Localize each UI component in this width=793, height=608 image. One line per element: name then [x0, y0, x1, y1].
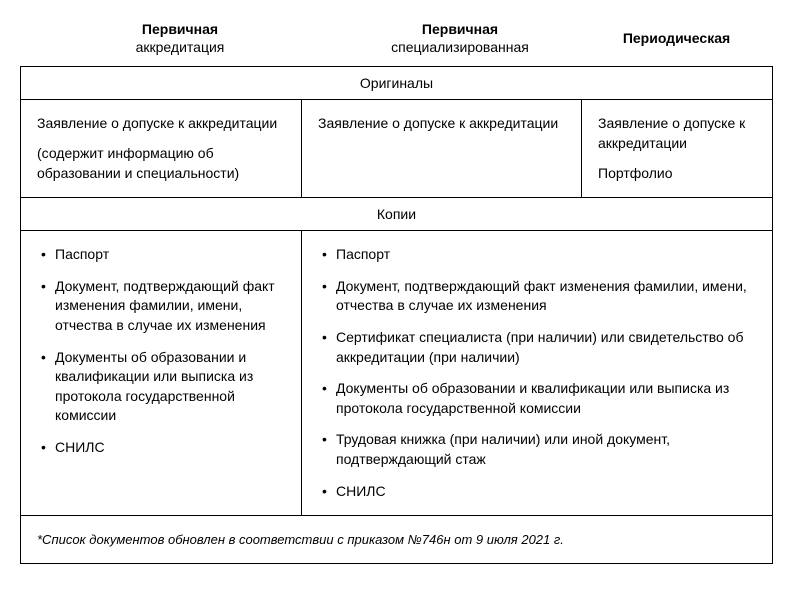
copies-list-2: Паспорт Документ, подтверждающий факт из…: [318, 245, 756, 501]
list-item: Сертификат специалиста (при наличии) или…: [318, 328, 756, 367]
list-item: Документы об образовании и квалификации …: [37, 348, 285, 426]
originals-cell-3: Заявление о допуске к аккредитации Портф…: [581, 100, 772, 197]
header-col-3-bold: Периодическая: [600, 29, 753, 47]
list-item: СНИЛС: [37, 438, 285, 458]
copies-cell-1: Паспорт Документ, подтверждающий факт из…: [21, 231, 301, 515]
originals-cell-2: Заявление о допуске к аккредитации: [301, 100, 581, 197]
copies-row: Паспорт Документ, подтверждающий факт из…: [21, 231, 772, 515]
header-col-2-normal: специализированная: [320, 38, 600, 56]
footnote-text: *Список документов обновлен в соответств…: [21, 515, 772, 563]
originals-c1-p1: Заявление о допуске к аккредитации: [37, 114, 285, 134]
table-header-row: Первичная аккредитация Первичная специал…: [20, 20, 773, 66]
copies-list-1: Паспорт Документ, подтверждающий факт из…: [37, 245, 285, 457]
copies-cell-2: Паспорт Документ, подтверждающий факт из…: [301, 231, 772, 515]
header-col-3: Периодическая: [600, 20, 753, 56]
list-item: Документ, подтверждающий факт изменения …: [318, 277, 756, 316]
header-col-2: Первичная специализированная: [320, 20, 600, 56]
header-col-1: Первичная аккредитация: [40, 20, 320, 56]
originals-c3-p2: Портфолио: [598, 164, 756, 184]
originals-c1-p2: (содержит информацию об образовании и сп…: [37, 144, 285, 183]
list-item: Паспорт: [318, 245, 756, 265]
originals-c3-p1: Заявление о допуске к аккредитации: [598, 114, 756, 153]
header-col-2-bold: Первичная: [320, 20, 600, 38]
originals-row: Заявление о допуске к аккредитации (соде…: [21, 100, 772, 198]
section-title-originals: Оригиналы: [21, 67, 772, 100]
header-col-1-normal: аккредитация: [40, 38, 320, 56]
list-item: Паспорт: [37, 245, 285, 265]
header-col-1-bold: Первичная: [40, 20, 320, 38]
list-item: Документы об образовании и квалификации …: [318, 379, 756, 418]
originals-c2-p1: Заявление о допуске к аккредитации: [318, 114, 565, 134]
section-title-copies: Копии: [21, 198, 772, 231]
originals-cell-1: Заявление о допуске к аккредитации (соде…: [21, 100, 301, 197]
list-item: Документ, подтверждающий факт изменения …: [37, 277, 285, 336]
list-item: Трудовая книжка (при наличии) или иной д…: [318, 430, 756, 469]
list-item: СНИЛС: [318, 482, 756, 502]
documents-table: Оригиналы Заявление о допуске к аккредит…: [20, 66, 773, 564]
